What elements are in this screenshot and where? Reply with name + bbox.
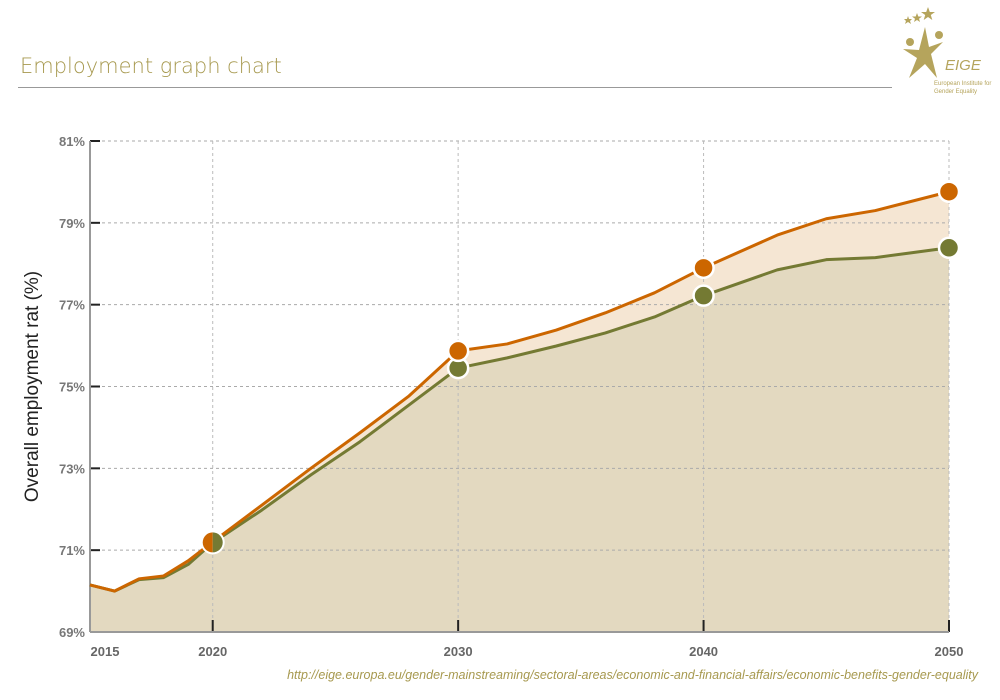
- series-area-1: [90, 247, 949, 633]
- y-tick-label: 81%: [59, 134, 85, 149]
- y-axis-label: Overall employment rat (%): [22, 271, 43, 502]
- marker-point: [202, 532, 213, 553]
- y-tick-label: 73%: [59, 461, 85, 476]
- x-tick-label: 2040: [689, 644, 718, 659]
- x-tick-label: 2020: [198, 644, 227, 659]
- x-tick-label: 2015: [91, 644, 120, 659]
- marker-point: [692, 256, 715, 280]
- series-line-1: [89, 246, 950, 593]
- page-title: Employment graph chart: [20, 54, 282, 78]
- logo-wordmark: EIGE: [945, 57, 982, 74]
- marker-point: [937, 180, 961, 203]
- logo-subtitle: European Institute for Gender Equality: [934, 81, 992, 95]
- source-url-link[interactable]: http://eige.europa.eu/gender-mainstreami…: [287, 668, 978, 682]
- y-tick-label: 75%: [59, 380, 85, 395]
- marker-point: [446, 339, 470, 363]
- x-tick-label: 2030: [444, 644, 473, 659]
- marker-point: [937, 236, 961, 260]
- y-tick-label: 77%: [59, 298, 85, 313]
- x-tick-label: 2050: [935, 644, 964, 659]
- marker-point: [212, 532, 223, 553]
- y-tick-label: 79%: [59, 216, 85, 231]
- y-tick-label: 69%: [59, 625, 85, 640]
- y-tick-label: 71%: [59, 543, 85, 558]
- series-line-0: [89, 190, 950, 593]
- title-divider: [18, 87, 892, 88]
- eige-logo: EIGE: [903, 7, 982, 78]
- marker-point: [692, 284, 715, 307]
